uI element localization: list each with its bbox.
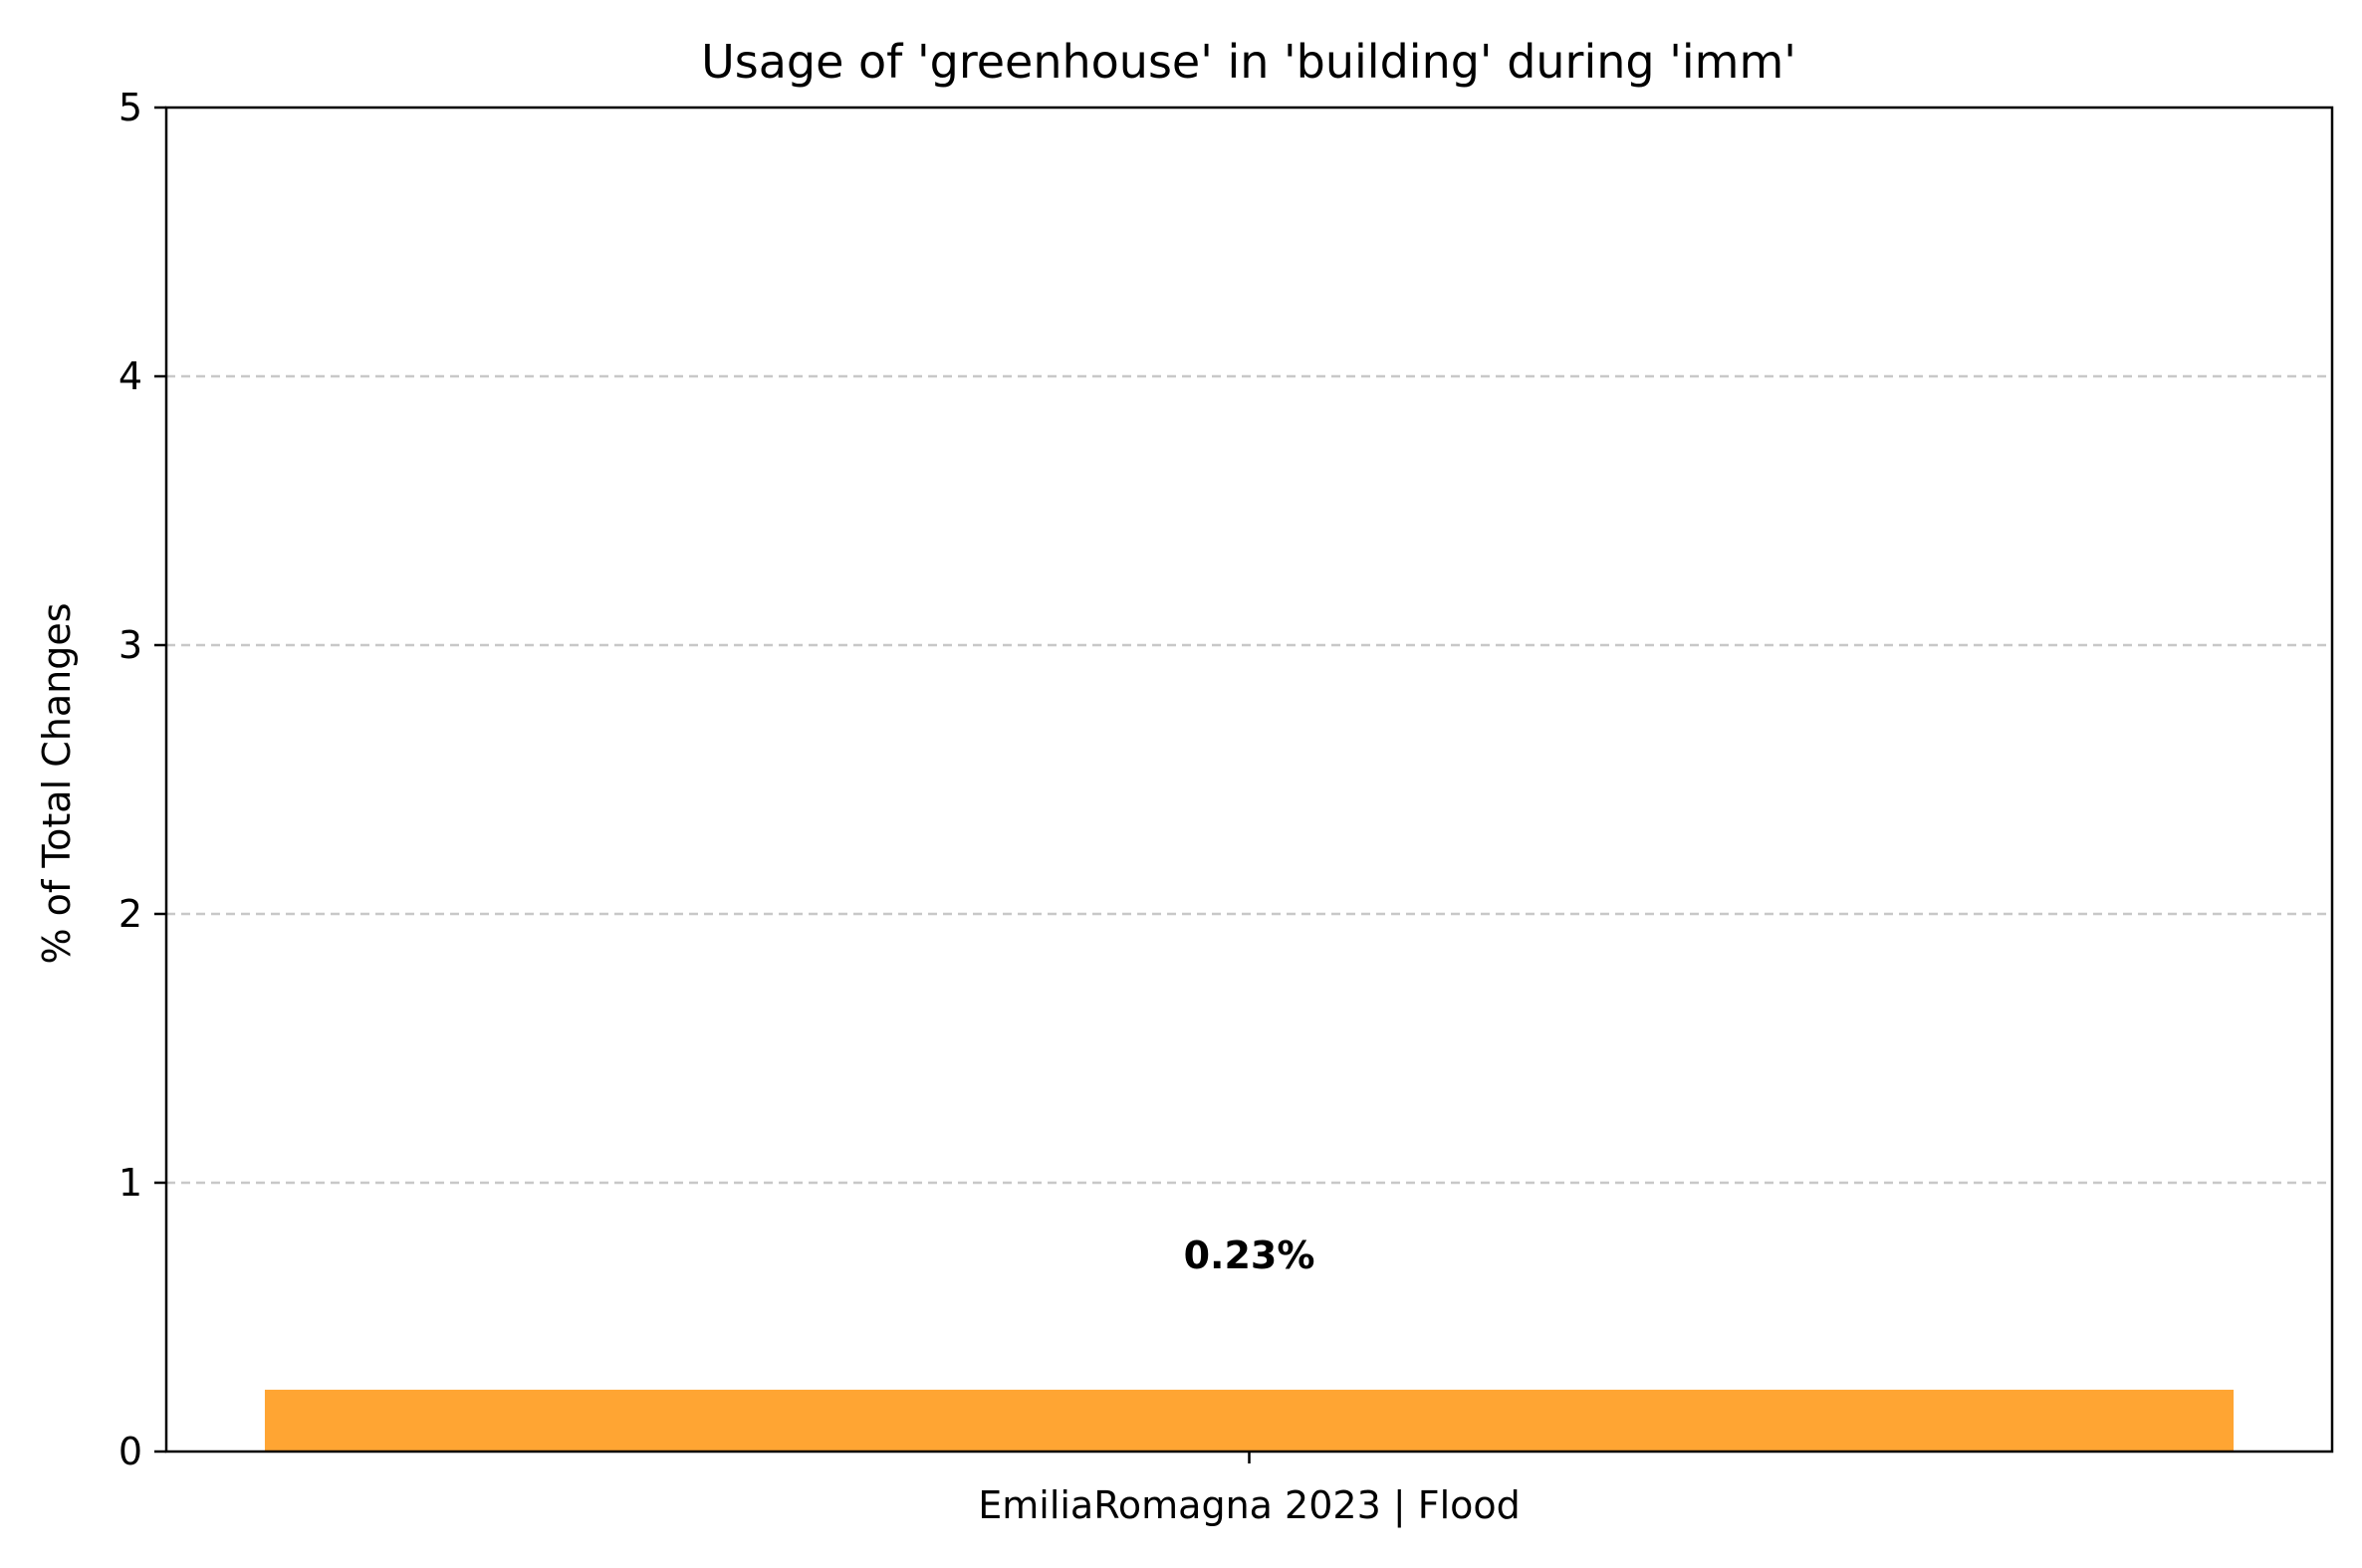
data-labels: 0.23% [1184,1233,1315,1277]
y-axis-label: % of Total Changes [35,602,79,964]
grid-lines [166,374,2332,1185]
y-tick-label: 5 [118,86,142,129]
bars [264,1389,2235,1452]
y-axis: 0 1 2 3 4 5 [118,86,166,1473]
x-axis: EmiliaRomagna 2023 | Flood [978,1452,1521,1528]
y-tick-label: 3 [118,623,142,667]
x-tick-label: EmiliaRomagna 2023 | Flood [978,1483,1521,1528]
y-tick-label: 4 [118,354,142,398]
y-tick-label: 0 [118,1430,142,1473]
chart-title: Usage of 'greenhouse' in 'building' duri… [701,35,1796,89]
y-tick-label: 2 [118,892,142,936]
y-tick-label: 1 [118,1161,142,1205]
bar [264,1389,2235,1452]
bar-value-label: 0.23% [1184,1233,1315,1277]
